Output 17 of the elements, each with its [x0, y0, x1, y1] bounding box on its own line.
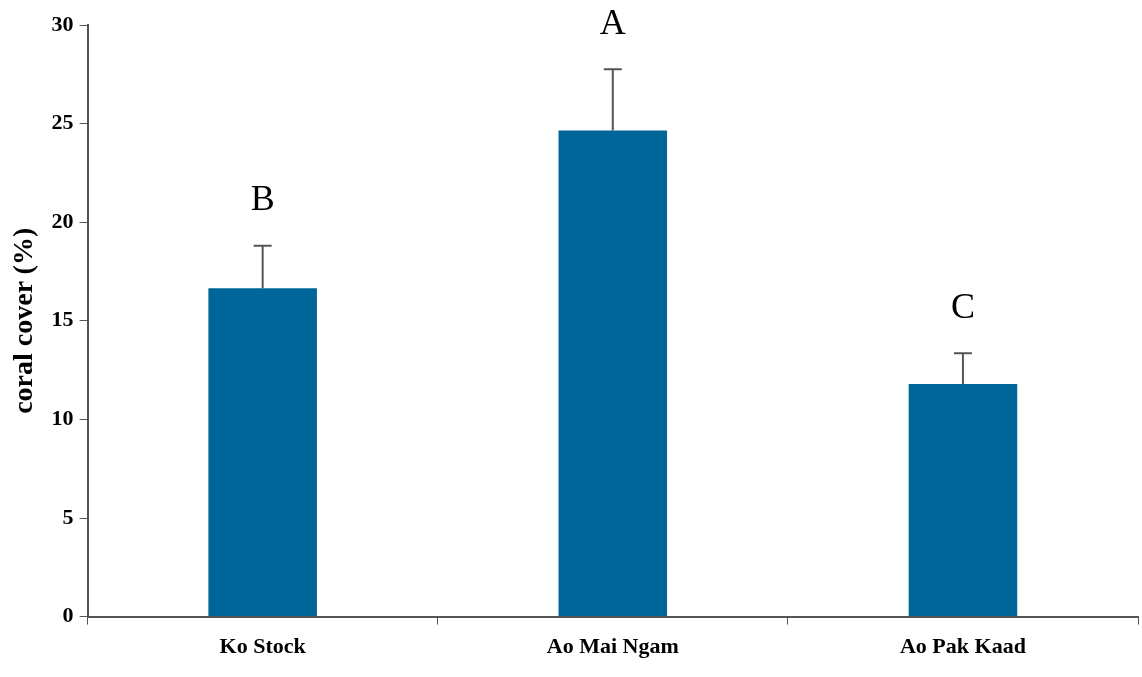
y-tick-label: 30 — [51, 10, 74, 36]
y-tick-label: 15 — [51, 306, 74, 332]
bar — [558, 130, 668, 617]
annotation: C — [950, 285, 975, 326]
annotation: A — [599, 1, 626, 42]
bar — [908, 383, 1018, 617]
y-axis-title: coral cover (%) — [7, 227, 39, 414]
x-tick-label: Ao Mai Ngam — [546, 633, 679, 659]
x-tick-label: Ao Pak Kaad — [899, 633, 1026, 659]
y-tick-label: 10 — [51, 405, 74, 431]
y-tick-label: 20 — [51, 207, 74, 233]
bar — [208, 288, 317, 617]
annotation: B — [250, 178, 275, 219]
y-tick-label: 0 — [62, 602, 74, 628]
y-tick-label: 25 — [51, 109, 74, 135]
y-tick-label: 5 — [62, 503, 74, 529]
x-tick-label: Ko Stock — [219, 633, 307, 659]
